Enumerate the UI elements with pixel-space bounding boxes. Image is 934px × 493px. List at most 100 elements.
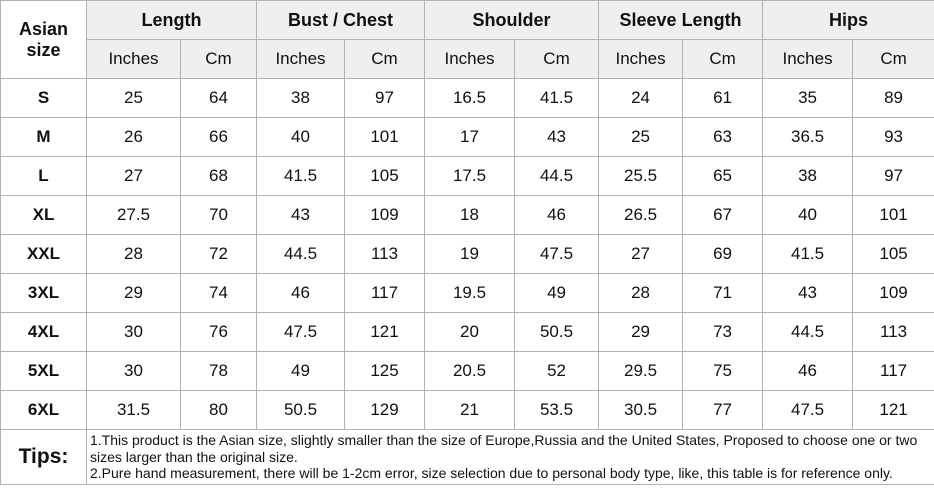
value-cm: 70 xyxy=(180,195,257,235)
value-cm: 61 xyxy=(682,78,764,118)
size-label: 6XL xyxy=(0,390,87,430)
unit-header-row: Inches Cm Inches Cm Inches Cm Inches Cm … xyxy=(1,39,934,79)
unit-header-inches: Inches xyxy=(256,39,345,79)
value-cm: 73 xyxy=(682,312,764,352)
unit-header-cm: Cm xyxy=(852,39,934,79)
value-cm: 129 xyxy=(343,390,426,430)
value-cm: 117 xyxy=(852,351,934,391)
group-header-sleeve-length: Sleeve Length xyxy=(598,0,764,40)
value-cm: 66 xyxy=(180,117,257,157)
tips-text: 1.This product is the Asian size, slight… xyxy=(85,429,934,485)
value-inches: 27 xyxy=(598,234,684,274)
value-inches: 36.5 xyxy=(762,117,854,157)
size-label: 5XL xyxy=(0,351,87,391)
value-inches: 49 xyxy=(256,351,345,391)
value-inches: 18 xyxy=(424,195,516,235)
value-inches: 47.5 xyxy=(762,390,854,430)
value-inches: 26 xyxy=(86,117,181,157)
value-inches: 50.5 xyxy=(256,390,345,430)
value-inches: 19 xyxy=(424,234,516,274)
value-cm: 117 xyxy=(343,273,426,313)
value-cm: 41.5 xyxy=(514,78,600,118)
value-cm: 49 xyxy=(514,273,600,313)
value-cm: 97 xyxy=(852,156,934,196)
table-row: S 25 64 38 97 16.5 41.5 24 61 35 89 xyxy=(0,78,934,118)
value-cm: 65 xyxy=(682,156,764,196)
value-cm: 125 xyxy=(343,351,426,391)
table-row: 6XL 31.5 80 50.5 129 21 53.5 30.5 77 47.5 121 xyxy=(0,390,934,430)
value-cm: 50.5 xyxy=(514,312,600,352)
value-cm: 68 xyxy=(180,156,257,196)
value-cm: 105 xyxy=(852,234,934,274)
value-cm: 53.5 xyxy=(514,390,600,430)
value-inches: 46 xyxy=(256,273,345,313)
table-row: 5XL 30 78 49 125 20.5 52 29.5 75 46 117 xyxy=(0,351,934,391)
table-row: 3XL 29 74 46 117 19.5 49 28 71 43 109 xyxy=(0,273,934,313)
value-cm: 72 xyxy=(180,234,257,274)
value-inches: 47.5 xyxy=(256,312,345,352)
value-inches: 25.5 xyxy=(598,156,684,196)
table-row: L 27 68 41.5 105 17.5 44.5 25.5 65 38 97 xyxy=(0,156,934,196)
value-cm: 74 xyxy=(180,273,257,313)
value-inches: 28 xyxy=(86,234,181,274)
value-inches: 20 xyxy=(424,312,516,352)
value-inches: 40 xyxy=(256,117,345,157)
table-row: M 26 66 40 101 17 43 25 63 36.5 93 xyxy=(0,117,934,157)
table-row: XL 27.5 70 43 109 18 46 26.5 67 40 101 xyxy=(0,195,934,235)
value-cm: 121 xyxy=(852,390,934,430)
value-inches: 43 xyxy=(762,273,854,313)
value-cm: 77 xyxy=(682,390,764,430)
value-cm: 101 xyxy=(343,117,426,157)
value-inches: 30 xyxy=(86,351,181,391)
unit-header-inches: Inches xyxy=(762,39,854,79)
group-header-row: Asian size Length Bust / Chest Shoulder … xyxy=(0,0,934,79)
unit-header-cm: Cm xyxy=(514,39,600,79)
unit-header-inches: Inches xyxy=(598,39,684,79)
unit-header-cm: Cm xyxy=(343,39,426,79)
value-cm: 97 xyxy=(343,78,426,118)
value-inches: 28 xyxy=(598,273,684,313)
value-inches: 38 xyxy=(256,78,345,118)
value-cm: 101 xyxy=(852,195,934,235)
value-cm: 121 xyxy=(343,312,426,352)
value-inches: 43 xyxy=(256,195,345,235)
value-inches: 25 xyxy=(598,117,684,157)
table-header: Asian size Length Bust / Chest Shoulder … xyxy=(0,0,934,79)
size-label: XXL xyxy=(0,234,87,274)
value-cm: 44.5 xyxy=(514,156,600,196)
group-header-bust-chest: Bust / Chest xyxy=(255,0,426,40)
tips-row: Tips: 1.This product is the Asian size, … xyxy=(0,429,934,485)
value-inches: 26.5 xyxy=(598,195,684,235)
value-inches: 46 xyxy=(762,351,854,391)
value-inches: 17.5 xyxy=(424,156,516,196)
value-inches: 20.5 xyxy=(424,351,516,391)
value-inches: 24 xyxy=(598,78,684,118)
value-inches: 29 xyxy=(598,312,684,352)
table-footer: Tips: 1.This product is the Asian size, … xyxy=(0,429,934,485)
group-header-shoulder: Shoulder xyxy=(424,0,600,40)
value-inches: 44.5 xyxy=(256,234,345,274)
value-cm: 71 xyxy=(682,273,764,313)
value-inches: 27.5 xyxy=(86,195,181,235)
tips-label: Tips: xyxy=(0,429,87,485)
table-row: XXL 28 72 44.5 113 19 47.5 27 69 41.5 105 xyxy=(0,234,934,274)
value-inches: 29 xyxy=(86,273,181,313)
value-inches: 41.5 xyxy=(762,234,854,274)
value-cm: 63 xyxy=(682,117,764,157)
value-cm: 109 xyxy=(852,273,934,313)
tips-note-1: 1.This product is the Asian size, slight… xyxy=(90,432,918,465)
unit-header-inches: Inches xyxy=(86,39,181,79)
table-row: 4XL 30 76 47.5 121 20 50.5 29 73 44.5 113 xyxy=(0,312,934,352)
value-inches: 44.5 xyxy=(762,312,854,352)
value-inches: 19.5 xyxy=(424,273,516,313)
tips-note-2: 2.Pure hand measurement, there will be 1… xyxy=(90,465,893,481)
corner-header-asian-size: Asian size xyxy=(0,0,87,79)
unit-header-cm: Cm xyxy=(180,39,257,79)
value-cm: 89 xyxy=(852,78,934,118)
table-body: S 25 64 38 97 16.5 41.5 24 61 35 89 M 26 66 40 101 17 43 2… xyxy=(0,78,934,430)
value-cm: 105 xyxy=(343,156,426,196)
group-header-hips: Hips xyxy=(762,0,934,40)
value-inches: 25 xyxy=(86,78,181,118)
value-cm: 78 xyxy=(180,351,257,391)
